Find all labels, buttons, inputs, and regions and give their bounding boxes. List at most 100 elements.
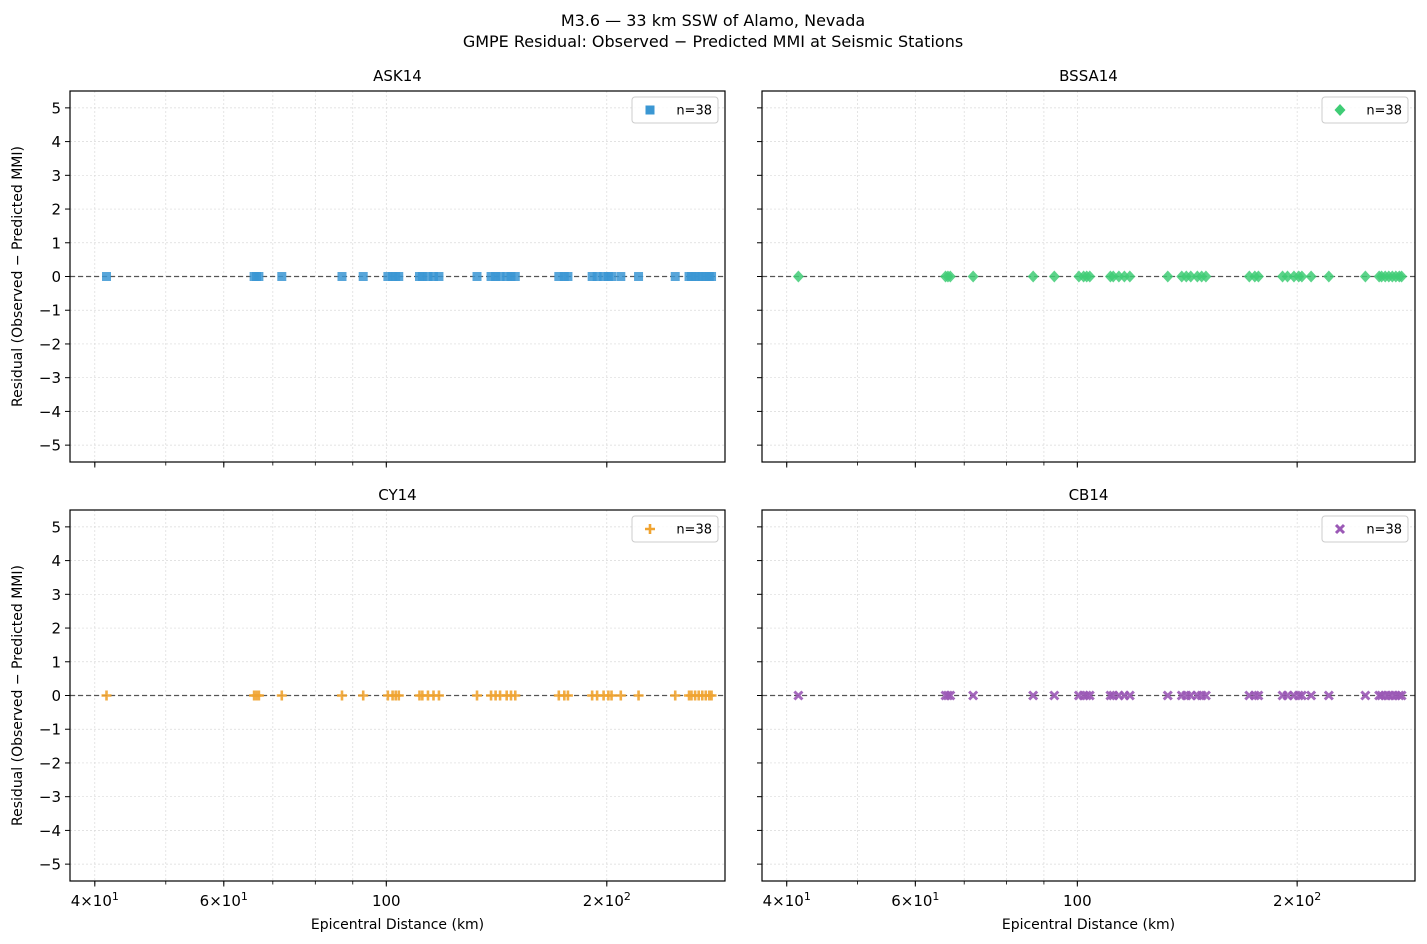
figure-title-line2: GMPE Residual: Observed − Predicted MMI …: [463, 32, 963, 51]
x-tick-label: 6×101: [200, 890, 248, 910]
y-tick-label: −4: [39, 822, 61, 840]
data-point: [599, 272, 609, 281]
data-point: [429, 272, 439, 281]
data-point: [336, 690, 347, 701]
legend-label: n=38: [1366, 523, 1402, 538]
data-point: [670, 690, 681, 701]
data-point: [1296, 270, 1308, 283]
data-point: [101, 690, 112, 701]
legend-label: n=38: [676, 104, 712, 119]
data-point: [1360, 690, 1371, 701]
y-tick-label: 1: [51, 234, 61, 252]
data-point: [1048, 270, 1060, 283]
data-point: [383, 272, 393, 281]
y-tick-label: 0: [51, 268, 61, 286]
axes-frame: [69, 509, 726, 882]
data-point: [967, 270, 979, 283]
x-tick-label: 6×101: [891, 890, 939, 910]
subplot-grid: 5 4 3 2 1 0 −1 −2 −3 −4 −5 ASK14 Residual (Observed …: [10, 67, 1416, 933]
legend-box: [631, 96, 719, 124]
y-tick-label: −3: [39, 788, 61, 806]
data-point: [1296, 690, 1307, 701]
subplot-bssa14: BSSA14 n=38: [757, 67, 1416, 468]
data-point: [968, 690, 979, 701]
data-point: [1081, 690, 1092, 701]
subplot-title: BSSA14: [1059, 67, 1118, 85]
data-point: [1049, 690, 1060, 701]
y-tick-label: −3: [39, 369, 61, 387]
data-point: [393, 690, 404, 701]
y-tick-label: 0: [51, 687, 61, 705]
axes-frame: [761, 509, 1416, 882]
data-point: [1113, 270, 1125, 283]
data-point: [1396, 270, 1408, 283]
data-point: [1107, 270, 1119, 283]
data-point: [276, 690, 287, 701]
subplot-ask14: 5 4 3 2 1 0 −1 −2 −3 −4 −5 ASK14 Residual (Observed …: [10, 67, 726, 468]
legend-box: [1321, 96, 1409, 124]
data-point: [510, 690, 521, 701]
data-point: [615, 690, 626, 701]
legend: n=38: [1321, 515, 1409, 543]
data-point: [394, 272, 404, 281]
data-point: [1084, 270, 1096, 283]
y-tick-label: −1: [39, 721, 61, 739]
data-point: [1323, 270, 1335, 283]
subplot-cb14: 4×101 6×101 100 2×102 CB14 Epicentral Distanc…: [757, 486, 1416, 933]
y-tick-label: 5: [51, 99, 61, 117]
y-tick-label: 5: [51, 518, 61, 536]
x-tick-label: 4×101: [71, 890, 119, 910]
data-point: [707, 272, 717, 281]
y-tick-label: 1: [51, 653, 61, 671]
data-point: [706, 690, 717, 701]
y-tick-label: −1: [39, 302, 61, 320]
figure-title-line1: M3.6 — 33 km SSW of Alamo, Nevada: [561, 11, 865, 30]
data-point: [1323, 690, 1334, 701]
data-point: [1124, 690, 1135, 701]
legend: n=38: [631, 515, 719, 543]
data-point: [417, 272, 427, 281]
data-point: [358, 272, 368, 281]
data-point: [792, 270, 804, 283]
data-point: [102, 272, 112, 281]
data-point: [1281, 270, 1293, 283]
data-point: [1394, 690, 1405, 701]
x-axis-label: Epicentral Distance (km): [311, 917, 484, 933]
data-point: [592, 272, 602, 281]
data-point: [563, 272, 573, 281]
data-point: [472, 272, 482, 281]
data-point: [944, 270, 956, 283]
x-tick-label: 2×102: [583, 890, 631, 910]
y-tick-label: −4: [39, 403, 61, 421]
legend-marker: [1334, 104, 1346, 116]
axes-frame: [69, 90, 726, 463]
data-point: [1200, 690, 1211, 701]
x-tick-label: 100: [372, 892, 401, 910]
legend: n=38: [1321, 96, 1409, 124]
x-axis-label: Epicentral Distance (km): [1002, 917, 1175, 933]
data-point: [1084, 690, 1095, 701]
subplot-title: CY14: [378, 486, 416, 504]
x-tick-label: 100: [1063, 892, 1092, 910]
y-tick-label: −5: [39, 856, 61, 874]
x-tick-label: 4×101: [763, 890, 811, 910]
data-point: [510, 272, 520, 281]
axes-frame: [761, 90, 1416, 463]
y-axis-label: Residual (Observed − Predicted MMI): [10, 565, 26, 826]
data-point: [1305, 270, 1317, 283]
y-tick-label: 4: [51, 552, 61, 570]
data-point: [433, 690, 444, 701]
y-tick-label: 3: [51, 167, 61, 185]
data-point: [1027, 270, 1039, 283]
y-tick-label: 2: [51, 201, 61, 219]
data-point: [607, 272, 617, 281]
legend-marker: [645, 524, 655, 534]
data-point: [1028, 690, 1039, 701]
data-point: [670, 272, 680, 281]
data-point: [1252, 270, 1264, 283]
legend-marker: [1334, 523, 1346, 535]
y-tick-label: −5: [39, 437, 61, 455]
data-point: [945, 690, 956, 701]
data-point: [277, 272, 287, 281]
